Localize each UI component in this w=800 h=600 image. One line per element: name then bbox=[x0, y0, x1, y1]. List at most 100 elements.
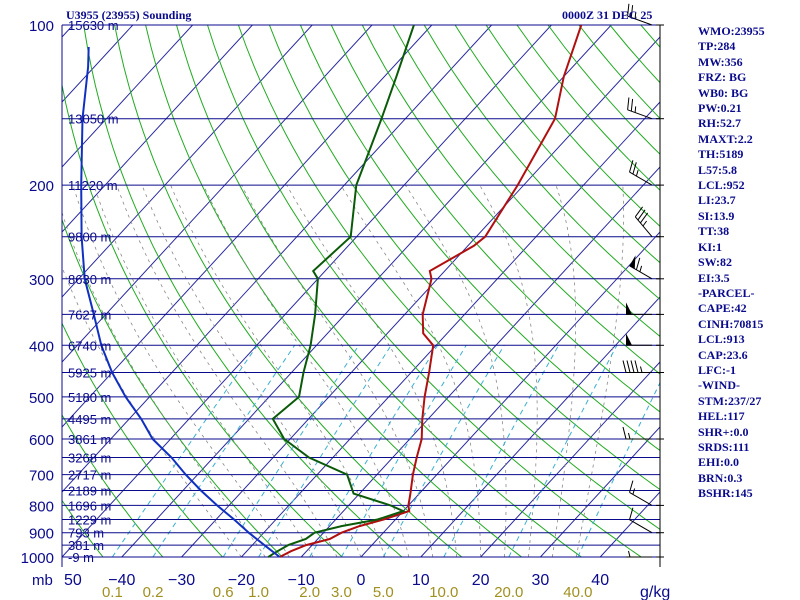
mixing-ratio-line bbox=[508, 345, 618, 558]
mixing-ratio-label: 10.0 bbox=[429, 584, 458, 600]
height-label: 13050 m bbox=[68, 112, 119, 127]
isotherm-line bbox=[181, 36, 660, 558]
height-label: 3861 m bbox=[68, 432, 111, 447]
moist-adiabat-line bbox=[575, 185, 625, 558]
dry-adiabat-line bbox=[145, 25, 522, 558]
pressure-tick-label: 900 bbox=[29, 526, 54, 543]
temperature-tick-label: 20 bbox=[472, 572, 490, 589]
mixing-ratio-label: 0.1 bbox=[102, 584, 123, 600]
parcel-profile bbox=[80, 46, 281, 558]
height-label: 2717 m bbox=[68, 468, 111, 483]
mixing-ratio-label: 5.0 bbox=[373, 584, 394, 600]
pressure-tick-label: 100 bbox=[29, 18, 54, 35]
stability-index: LI:23.7 bbox=[698, 193, 736, 208]
wind-barb bbox=[627, 97, 664, 120]
stability-index: TP:284 bbox=[698, 39, 736, 54]
stability-index: EI:3.5 bbox=[698, 270, 730, 285]
height-label: 4495 m bbox=[68, 412, 111, 427]
temperature-tick-label: 30 bbox=[532, 572, 550, 589]
stability-indices-panel: WMO:23955 TP:284 MW:356 FRZ: BG WB0: BG PW:0.… bbox=[698, 24, 798, 502]
stability-index: L57:5.8 bbox=[698, 162, 737, 177]
stability-index: CAP:23.6 bbox=[698, 347, 748, 362]
moist-adiabat-line bbox=[62, 266, 242, 558]
moist-adiabat-line bbox=[340, 184, 482, 557]
isotherm-line bbox=[540, 426, 660, 558]
moist-adiabat-line bbox=[93, 184, 314, 558]
isotherm-line bbox=[62, 25, 433, 428]
wind-barb bbox=[634, 206, 664, 238]
mixing-ratio-label: 0.2 bbox=[143, 584, 164, 600]
stability-index: CINH:70815 bbox=[698, 316, 764, 331]
isotherm-line bbox=[300, 166, 660, 558]
isotherm-line bbox=[480, 361, 660, 558]
mixing-ratio-label: 1.0 bbox=[248, 584, 269, 600]
stability-index: MAXT:2.2 bbox=[698, 131, 753, 146]
stability-index: BRN:0.3 bbox=[698, 470, 743, 485]
stability-index: CAPE:42 bbox=[698, 301, 747, 316]
pressure-tick-label: 600 bbox=[29, 432, 54, 449]
wind-barb bbox=[622, 360, 664, 373]
dry-adiabat-line bbox=[268, 25, 660, 491]
pressure-tick-label: 200 bbox=[29, 178, 54, 195]
wind-barb bbox=[626, 550, 664, 558]
temperature-tick-label: −10 bbox=[288, 572, 315, 589]
moist-adiabat-line bbox=[170, 184, 386, 558]
mixing-ratio-line bbox=[382, 345, 505, 558]
stability-index: FRZ: BG bbox=[698, 70, 747, 85]
dry-adiabat-line bbox=[62, 218, 283, 558]
isotherm-line bbox=[62, 25, 193, 168]
height-label: 9800 m bbox=[68, 230, 111, 245]
temperature-tick-label: 40 bbox=[591, 572, 609, 589]
station-title: U3955 (23955) Sounding bbox=[66, 8, 192, 22]
height-label: 1696 m bbox=[68, 498, 111, 513]
sounding-profiles bbox=[80, 25, 583, 558]
stability-index: SRDS:111 bbox=[698, 439, 750, 454]
mixing-ratio-label: 3.0 bbox=[331, 584, 352, 600]
stability-index: MW:356 bbox=[698, 54, 743, 69]
temperature-tick-label: −20 bbox=[228, 572, 255, 589]
height-label: 5925 m bbox=[68, 366, 111, 381]
height-label: 1229 m bbox=[68, 513, 111, 528]
mixing-ratio-label: 0.6 bbox=[213, 584, 234, 600]
pressure-tick-label: 400 bbox=[29, 338, 54, 355]
height-label: 5180 m bbox=[68, 390, 111, 405]
mixing-ratio-line bbox=[577, 381, 660, 558]
temperature-tick-label: 50 bbox=[64, 572, 82, 589]
temperature-profile bbox=[279, 25, 583, 558]
isotherm-line bbox=[62, 25, 313, 298]
stability-index: SI:13.9 bbox=[698, 208, 735, 223]
isotherm-line bbox=[121, 25, 612, 558]
background-lines bbox=[0, 25, 660, 558]
dewpoint-profile bbox=[267, 25, 415, 558]
stability-index: LCL:913 bbox=[698, 332, 745, 347]
mixing-ratio-label: 20.0 bbox=[494, 584, 523, 600]
temperature-tick-label: 0 bbox=[357, 572, 366, 589]
stability-index: EHI:0.0 bbox=[698, 455, 740, 470]
height-label: -9 m bbox=[68, 550, 94, 565]
isotherm-line bbox=[62, 25, 552, 558]
moist-adiabat-line bbox=[241, 184, 434, 558]
stability-index: PW:0.21 bbox=[698, 101, 742, 116]
sounding-datetime: 0000Z 31 DEC 25 bbox=[562, 8, 653, 22]
stability-index: -PARCEL- bbox=[698, 285, 755, 300]
stability-index: BSHR:145 bbox=[698, 486, 753, 501]
height-label: 7627 m bbox=[68, 307, 111, 322]
stability-index: WB0: BG bbox=[698, 85, 749, 100]
height-label: 3268 m bbox=[68, 451, 111, 466]
mixing-ratio-label: 40.0 bbox=[563, 584, 592, 600]
pressure-tick-label: 700 bbox=[29, 468, 54, 485]
mixing-ratio-line bbox=[443, 345, 560, 558]
isotherm-line bbox=[241, 101, 660, 558]
isotherm-line bbox=[62, 25, 492, 493]
pressure-tick-label: 500 bbox=[29, 390, 54, 407]
stability-index: WMO:23955 bbox=[698, 24, 765, 38]
isotherm-line bbox=[360, 231, 660, 558]
stability-index: SW:82 bbox=[698, 255, 733, 270]
mixing-ratio-label: 2.0 bbox=[299, 584, 320, 600]
isotherm-line bbox=[0, 25, 13, 557]
wind-barb bbox=[629, 255, 664, 280]
moist-adiabat-line bbox=[141, 184, 362, 558]
stability-index: LCL:952 bbox=[698, 178, 745, 193]
pressure-tick-label: 1000 bbox=[21, 550, 54, 567]
